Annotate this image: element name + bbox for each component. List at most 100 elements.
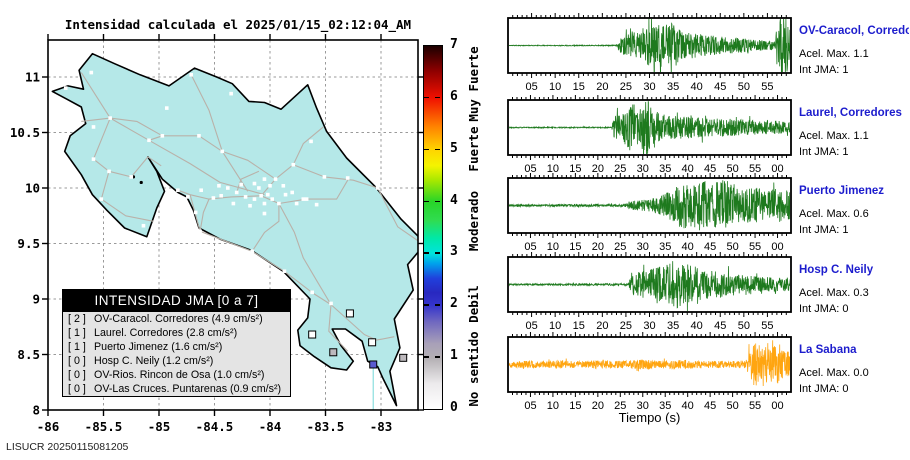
svg-text:35: 35: [667, 81, 679, 93]
waveform-trace: [509, 101, 790, 154]
intensity-station-marker: [369, 360, 378, 369]
jma-legend: INTENSIDAD JMA [0 a 7] [ 2 ] OV-Caracol. …: [62, 289, 291, 397]
legend-row-intensity: [ 2 ]: [68, 313, 86, 325]
svg-text:40: 40: [682, 241, 694, 253]
legend-row-label: OV-Las Cruces. Puntarenas (0.9 cm/s²): [94, 383, 282, 395]
panel-frame: [507, 99, 792, 156]
svg-text:55: 55: [761, 320, 773, 332]
jma-intensity-label: Int JMA: 0: [799, 303, 849, 315]
panel-tick-labels: 05 10 15 20 25 30 35 40 45 50 55: [525, 320, 773, 332]
colorbar-tick: [424, 148, 429, 151]
seismogram-panel: 05 10 15 20 25 30 35 40 45 50 55: [507, 252, 792, 332]
seismogram-panel: 05 10 15 20 25 30 35 40 45 50 55: [507, 13, 792, 93]
svg-text:55: 55: [761, 81, 773, 93]
waveform-trace: [509, 261, 790, 311]
intensity-station-marker: [368, 338, 377, 347]
colorbar-category-label: Moderado: [466, 191, 481, 252]
panel-tick-labels: 05 10 15 20 25 30 35 40 45 50 55: [525, 81, 773, 93]
map-tick-labels: -86 -85.5 -85 -84.5 -84 -83.5 -83 8 8.5 9 9.5 10 10.…: [10, 70, 392, 435]
svg-text:-84.5: -84.5: [196, 419, 234, 434]
svg-text:20: 20: [592, 163, 604, 175]
svg-text:11: 11: [25, 70, 40, 85]
legend-row-label: Hosp C. Neily (1.2 cm/s²): [94, 355, 214, 367]
colorbar-category-label: Fuerte: [466, 126, 481, 172]
intensity-station-marker: [308, 330, 317, 339]
acceleration-label: Acel. Max. 1.1: [799, 130, 869, 142]
station-name: Puerto Jimenez: [799, 185, 884, 197]
jma-intensity-label: Int JMA: 1: [799, 146, 849, 158]
colorbar-tick-label: 6: [450, 88, 458, 104]
svg-text:25: 25: [620, 320, 632, 332]
waveform-trace: [509, 180, 790, 231]
panel-frame: [507, 177, 792, 234]
legend-row-intensity: [ 0 ]: [68, 355, 86, 367]
station-name: Hosp C. Neily: [799, 264, 874, 276]
svg-text:50: 50: [726, 163, 738, 175]
svg-text:50: 50: [726, 400, 738, 412]
svg-text:05: 05: [524, 163, 536, 175]
legend-title: INTENSIDAD JMA [0 a 7]: [63, 290, 290, 312]
svg-text:55: 55: [749, 163, 761, 175]
colorbar-tick-label: 3: [450, 244, 458, 260]
watermark: LISUCR 20250115081205: [6, 441, 129, 453]
svg-text:9.5: 9.5: [17, 236, 40, 251]
svg-text:15: 15: [569, 163, 581, 175]
svg-text:30: 30: [643, 320, 655, 332]
roads-layer: [80, 72, 418, 352]
intensity-station-marker: [329, 348, 338, 357]
map-ticks: [42, 34, 424, 416]
panel-frame: [507, 17, 792, 74]
svg-text:10.5: 10.5: [10, 125, 40, 140]
colorbar-tick-label: 4: [450, 192, 458, 208]
svg-text:15: 15: [573, 320, 585, 332]
svg-text:20: 20: [592, 400, 604, 412]
svg-text:50: 50: [738, 81, 750, 93]
jma-intensity-label: Int JMA: 1: [799, 64, 849, 76]
svg-text:35: 35: [659, 400, 671, 412]
colorbar-tick: [424, 304, 429, 306]
svg-text:25: 25: [614, 241, 626, 253]
colorbar-category-label: Muy Fuerte: [466, 46, 481, 122]
svg-text:10: 10: [549, 320, 561, 332]
svg-text:30: 30: [637, 400, 649, 412]
legend-row-intensity: [ 1 ]: [68, 327, 86, 339]
waveform-trace: [509, 19, 790, 72]
svg-text:55: 55: [749, 400, 761, 412]
colorbar-tick: [424, 96, 429, 99]
intensity-station-marker: [399, 353, 408, 362]
legend-row: [ 1 ] Puerto Jimenez (1.6 cm/s²): [63, 340, 290, 354]
svg-text:05: 05: [524, 400, 536, 412]
legend-row: [ 1 ] Laurel. Corredores (2.8 cm/s²): [63, 326, 290, 340]
svg-text:8.5: 8.5: [17, 347, 40, 362]
colorbar-tick: [424, 200, 429, 203]
svg-text:35: 35: [659, 241, 671, 253]
legend-row: [ 0 ] OV-Las Cruces. Puntarenas (0.9 cm/s…: [63, 382, 290, 396]
svg-text:-83: -83: [370, 419, 393, 434]
colorbar-tick: [435, 148, 440, 151]
svg-text:00: 00: [771, 241, 783, 253]
svg-text:25: 25: [614, 400, 626, 412]
svg-text:05: 05: [525, 320, 537, 332]
panel-tick-labels: 05 10 15 20 25 30 35 40 45 50 55 00: [524, 241, 783, 253]
station-name: OV-Caracol, Corredores: [799, 25, 909, 37]
svg-text:30: 30: [637, 241, 649, 253]
svg-text:15: 15: [569, 241, 581, 253]
jma-intensity-label: Int JMA: 1: [799, 224, 849, 236]
legend-row-label: OV-Caracol. Corredores (4.9 cm/s²): [94, 313, 263, 325]
colorbar-tick-label: 2: [450, 296, 458, 312]
svg-text:25: 25: [614, 163, 626, 175]
svg-text:25: 25: [620, 81, 632, 93]
svg-text:30: 30: [643, 81, 655, 93]
waveform-trace: [509, 340, 790, 387]
panel-frame: [507, 336, 792, 393]
page-title: Intensidad calculada el 2025/01/15_02:12…: [64, 17, 412, 32]
svg-text:50: 50: [726, 241, 738, 253]
jma-intensity-label: Int JMA: 0: [799, 383, 849, 395]
svg-text:00: 00: [771, 163, 783, 175]
legend-row-intensity: [ 1 ]: [68, 341, 86, 353]
svg-text:10: 10: [547, 163, 559, 175]
svg-text:50: 50: [738, 320, 750, 332]
svg-text:45: 45: [704, 241, 716, 253]
acceleration-label: Acel. Max. 0.6: [799, 208, 869, 220]
country-outline: [51, 52, 418, 407]
